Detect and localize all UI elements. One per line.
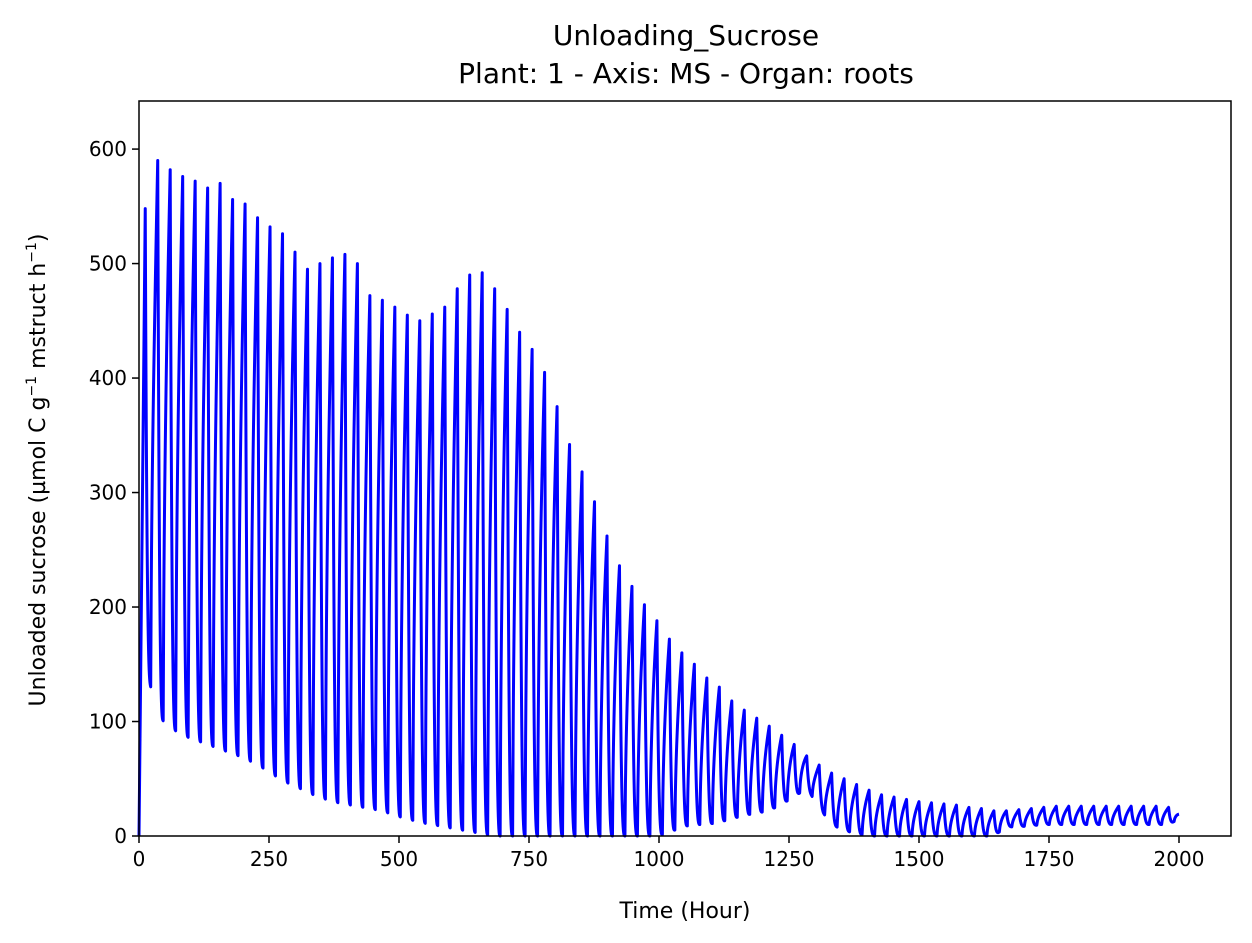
x-axis: 0 250 500 750 1000 1250 1500 1750 2000 bbox=[133, 836, 1205, 871]
x-tick-label: 1250 bbox=[764, 847, 815, 871]
x-tick-label: 1500 bbox=[894, 847, 945, 871]
chart-subtitle: Plant: 1 - Axis: MS - Organ: roots bbox=[458, 57, 914, 90]
y-axis-label-sup-2: −1 bbox=[24, 242, 40, 263]
x-tick-label: 500 bbox=[380, 847, 418, 871]
y-tick-label: 300 bbox=[89, 481, 127, 505]
x-tick-label: 2000 bbox=[1154, 847, 1205, 871]
x-tick-label: 1750 bbox=[1024, 847, 1075, 871]
y-tick-label: 0 bbox=[114, 824, 127, 848]
y-tick-label: 500 bbox=[89, 252, 127, 276]
y-axis-label-end: ) bbox=[26, 233, 51, 242]
x-tick-label: 750 bbox=[510, 847, 548, 871]
x-tick-label: 1000 bbox=[634, 847, 685, 871]
plot-area bbox=[137, 100, 1232, 838]
y-tick-label: 200 bbox=[89, 595, 127, 619]
series-line bbox=[137, 159, 1181, 838]
x-tick-label: 250 bbox=[250, 847, 288, 871]
y-axis-label-main: Unloaded sucrose (µmol C g bbox=[26, 397, 51, 707]
y-axis: 0 100 200 300 400 500 600 bbox=[89, 137, 139, 848]
x-axis-label: Time (Hour) bbox=[619, 899, 751, 924]
y-axis-label-sup-1: −1 bbox=[24, 376, 40, 397]
x-tick-label: 0 bbox=[133, 847, 146, 871]
chart-title: Unloading_Sucrose bbox=[553, 19, 819, 52]
y-tick-label: 600 bbox=[89, 137, 127, 161]
y-axis-label-mid: mstruct h bbox=[26, 263, 51, 376]
y-axis-label: Unloaded sucrose (µmol C g−1 mstruct h−1… bbox=[24, 233, 51, 706]
y-tick-label: 100 bbox=[89, 710, 127, 734]
y-tick-label: 400 bbox=[89, 366, 127, 390]
plot-frame bbox=[138, 100, 1232, 837]
